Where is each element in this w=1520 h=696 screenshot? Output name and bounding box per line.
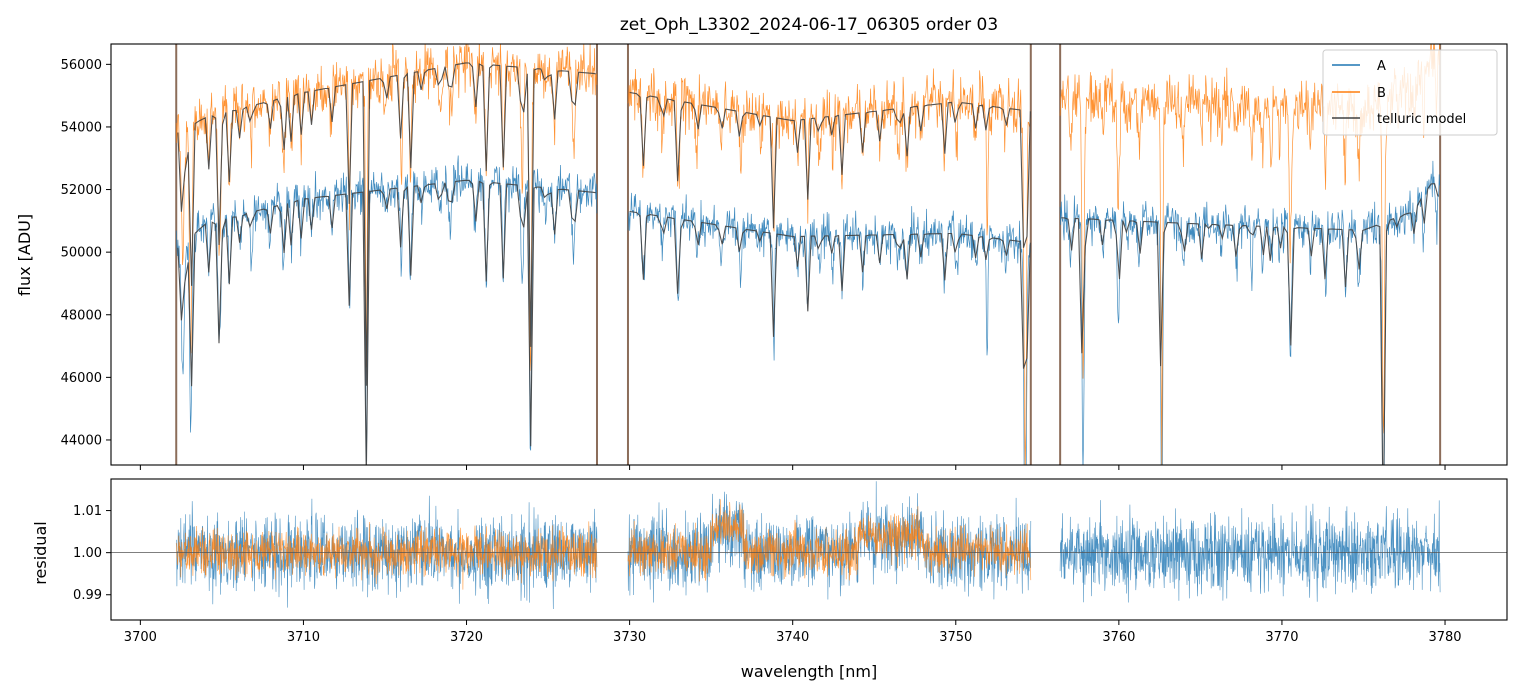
residual-y-ticks: 0.99 1.00 1.01 xyxy=(73,504,111,603)
residual-x-tick-label: 3710 xyxy=(287,630,320,645)
residual-x-tick-label: 3750 xyxy=(939,630,972,645)
x-axis-label: wavelength [nm] xyxy=(741,662,878,681)
residual-x-ticks: 3700 3710 3720 3730 3740 3750 3760 3770 3780 xyxy=(124,620,1462,645)
telluric-model-line xyxy=(629,210,1031,369)
flux-x-ticks xyxy=(139,465,1446,470)
legend-label-model: telluric model xyxy=(1377,112,1466,127)
residual-plot-frame xyxy=(110,478,1508,621)
flux-y-tick-label: 52000 xyxy=(61,183,102,198)
legend-label-b: B xyxy=(1377,86,1386,101)
residual-series-a-seg-2 xyxy=(1059,500,1441,603)
flux-panel: 44000 46000 48000 50000 52000 54000 56000 flux… xyxy=(15,43,1508,470)
flux-y-axis-label: flux [ADU] xyxy=(15,214,34,296)
telluric-model-line xyxy=(1061,183,1439,465)
residual-y-axis-label: residual xyxy=(31,521,50,584)
residual-x-tick-label: 3700 xyxy=(124,630,157,645)
residual-x-tick-label: 3730 xyxy=(613,630,646,645)
residual-y-tick-label: 1.00 xyxy=(73,546,102,561)
residual-x-tick-label: 3740 xyxy=(776,630,809,645)
flux-y-tick-label: 54000 xyxy=(61,120,102,135)
flux-y-tick-label: 48000 xyxy=(61,308,102,323)
residual-x-tick-label: 3720 xyxy=(450,630,483,645)
flux-y-tick-label: 50000 xyxy=(61,246,102,261)
flux-y-tick-label: 46000 xyxy=(61,371,102,386)
telluric-model-line xyxy=(629,91,1031,248)
residual-y-tick-label: 1.01 xyxy=(73,504,102,519)
flux-y-tick-label: 44000 xyxy=(61,433,102,448)
legend: A B telluric model xyxy=(1322,49,1498,136)
flux-series-b-seg-1 xyxy=(627,68,1031,465)
residual-panel: 0.99 1.00 1.01 3700 3710 3720 3730 3740 3750 376… xyxy=(31,478,1508,681)
flux-series-a-seg-2 xyxy=(1059,160,1441,465)
flux-series xyxy=(175,44,1441,465)
chart-title: zet_Oph_L3302_2024-06-17_06305 order 03 xyxy=(620,15,998,35)
flux-plot-frame xyxy=(110,43,1508,466)
legend-box xyxy=(1322,49,1498,136)
residual-x-tick-label: 3770 xyxy=(1265,630,1298,645)
flux-y-tick-label: 56000 xyxy=(61,58,102,73)
residual-series-b-seg-0 xyxy=(175,521,598,590)
telluric-model-line xyxy=(177,62,596,386)
residual-x-tick-label: 3760 xyxy=(1102,630,1135,645)
residual-x-tick-label: 3780 xyxy=(1428,630,1461,645)
flux-series-a-seg-0 xyxy=(175,155,598,462)
residual-series-b-seg-1 xyxy=(627,499,1032,582)
residual-series xyxy=(111,481,1507,610)
legend-label-a: A xyxy=(1377,59,1386,74)
telluric-model-line xyxy=(177,179,596,465)
flux-y-ticks: 44000 46000 48000 50000 52000 54000 56000 xyxy=(61,58,111,448)
residual-y-tick-label: 0.99 xyxy=(73,588,102,603)
